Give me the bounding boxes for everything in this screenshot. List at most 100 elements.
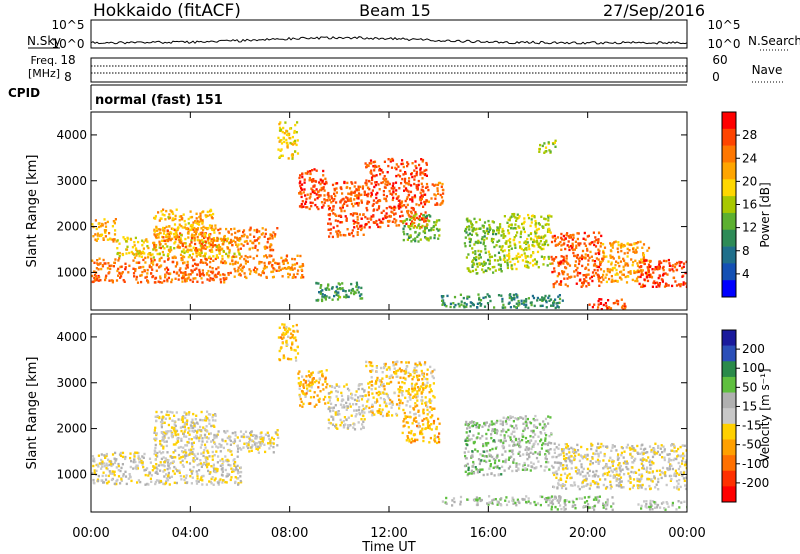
range-cell [563,242,566,245]
range-cell [365,405,368,408]
range-cell [209,260,212,264]
range-cell [166,467,169,471]
range-cell [174,230,177,234]
range-cell [199,217,202,220]
range-cell [330,195,333,198]
range-cell [171,256,174,259]
range-cell [586,254,590,257]
range-cell [508,252,511,255]
range-cell [678,260,681,264]
range-cell [340,399,343,403]
range-cell [369,171,372,174]
range-cell [487,230,490,233]
range-cell [178,269,181,272]
range-cell [599,268,603,271]
range-cell [306,387,309,390]
range-cell [662,274,665,277]
range-cell [285,341,288,345]
range-cell [218,442,221,446]
range-cell [471,420,474,423]
range-cell [507,229,510,232]
range-cell [544,146,548,149]
range-cell [375,380,378,383]
range-cell [206,440,209,443]
range-cell [539,239,542,243]
range-cell [92,235,95,238]
range-cell [294,339,298,342]
range-cell [324,402,327,405]
range-cell [134,268,137,271]
range-cell [581,249,585,253]
range-cell [274,431,277,434]
range-cell [184,245,187,249]
range-cell [525,265,528,269]
range-cell [482,242,485,246]
range-cell [560,261,563,264]
range-cell [374,164,377,168]
range-cell [350,289,353,292]
range-cell [281,342,284,345]
range-cell [152,260,155,263]
range-cell [164,431,167,435]
range-cell [116,478,119,482]
range-cell [170,475,173,478]
range-cell [202,451,205,454]
range-cell [387,410,390,414]
range-cell [538,246,542,249]
range-cell [306,172,309,175]
range-cell [263,261,266,265]
range-cell [481,425,484,428]
range-cell [295,359,298,362]
range-cell [468,244,472,247]
range-cell [510,227,513,230]
range-cell [363,389,366,392]
range-cell [682,283,685,286]
range-cell [626,262,629,265]
range-cell [381,408,384,411]
range-cell [331,298,334,301]
range-cell [532,264,535,267]
range-cell [305,206,308,209]
range-cell [533,216,536,219]
range-cell [310,384,313,387]
range-cell [470,222,473,225]
range-cell [307,370,310,373]
range-cell [259,274,262,277]
range-cell [451,499,454,502]
range-cell [501,227,504,231]
range-cell [170,248,173,252]
range-cell [301,183,304,186]
range-cell [334,404,337,407]
range-cell [196,452,199,456]
range-cell [400,202,403,205]
range-cell [580,254,584,257]
range-cell [167,216,170,219]
range-cell [322,388,325,391]
range-cell [426,405,429,409]
range-cell [147,256,150,259]
range-cell [398,187,401,190]
range-cell [420,395,424,399]
range-cell [471,269,475,273]
range-cell [166,478,170,482]
range-cell [278,126,282,130]
range-cell [199,215,202,218]
range-cell [576,274,579,277]
range-cell [144,261,147,264]
range-cell [232,255,235,258]
range-cell [342,289,345,292]
range-cell [513,257,516,260]
range-cell [617,241,620,244]
range-cell [187,230,190,233]
range-cell [219,245,222,249]
range-cell [232,441,235,444]
range-cell [346,181,349,185]
range-cell [526,241,529,244]
range-cell [648,265,651,269]
range-cell [405,182,408,185]
range-cell [307,383,310,386]
range-cell [248,228,251,232]
range-cell [419,167,422,170]
range-cell [360,199,363,202]
